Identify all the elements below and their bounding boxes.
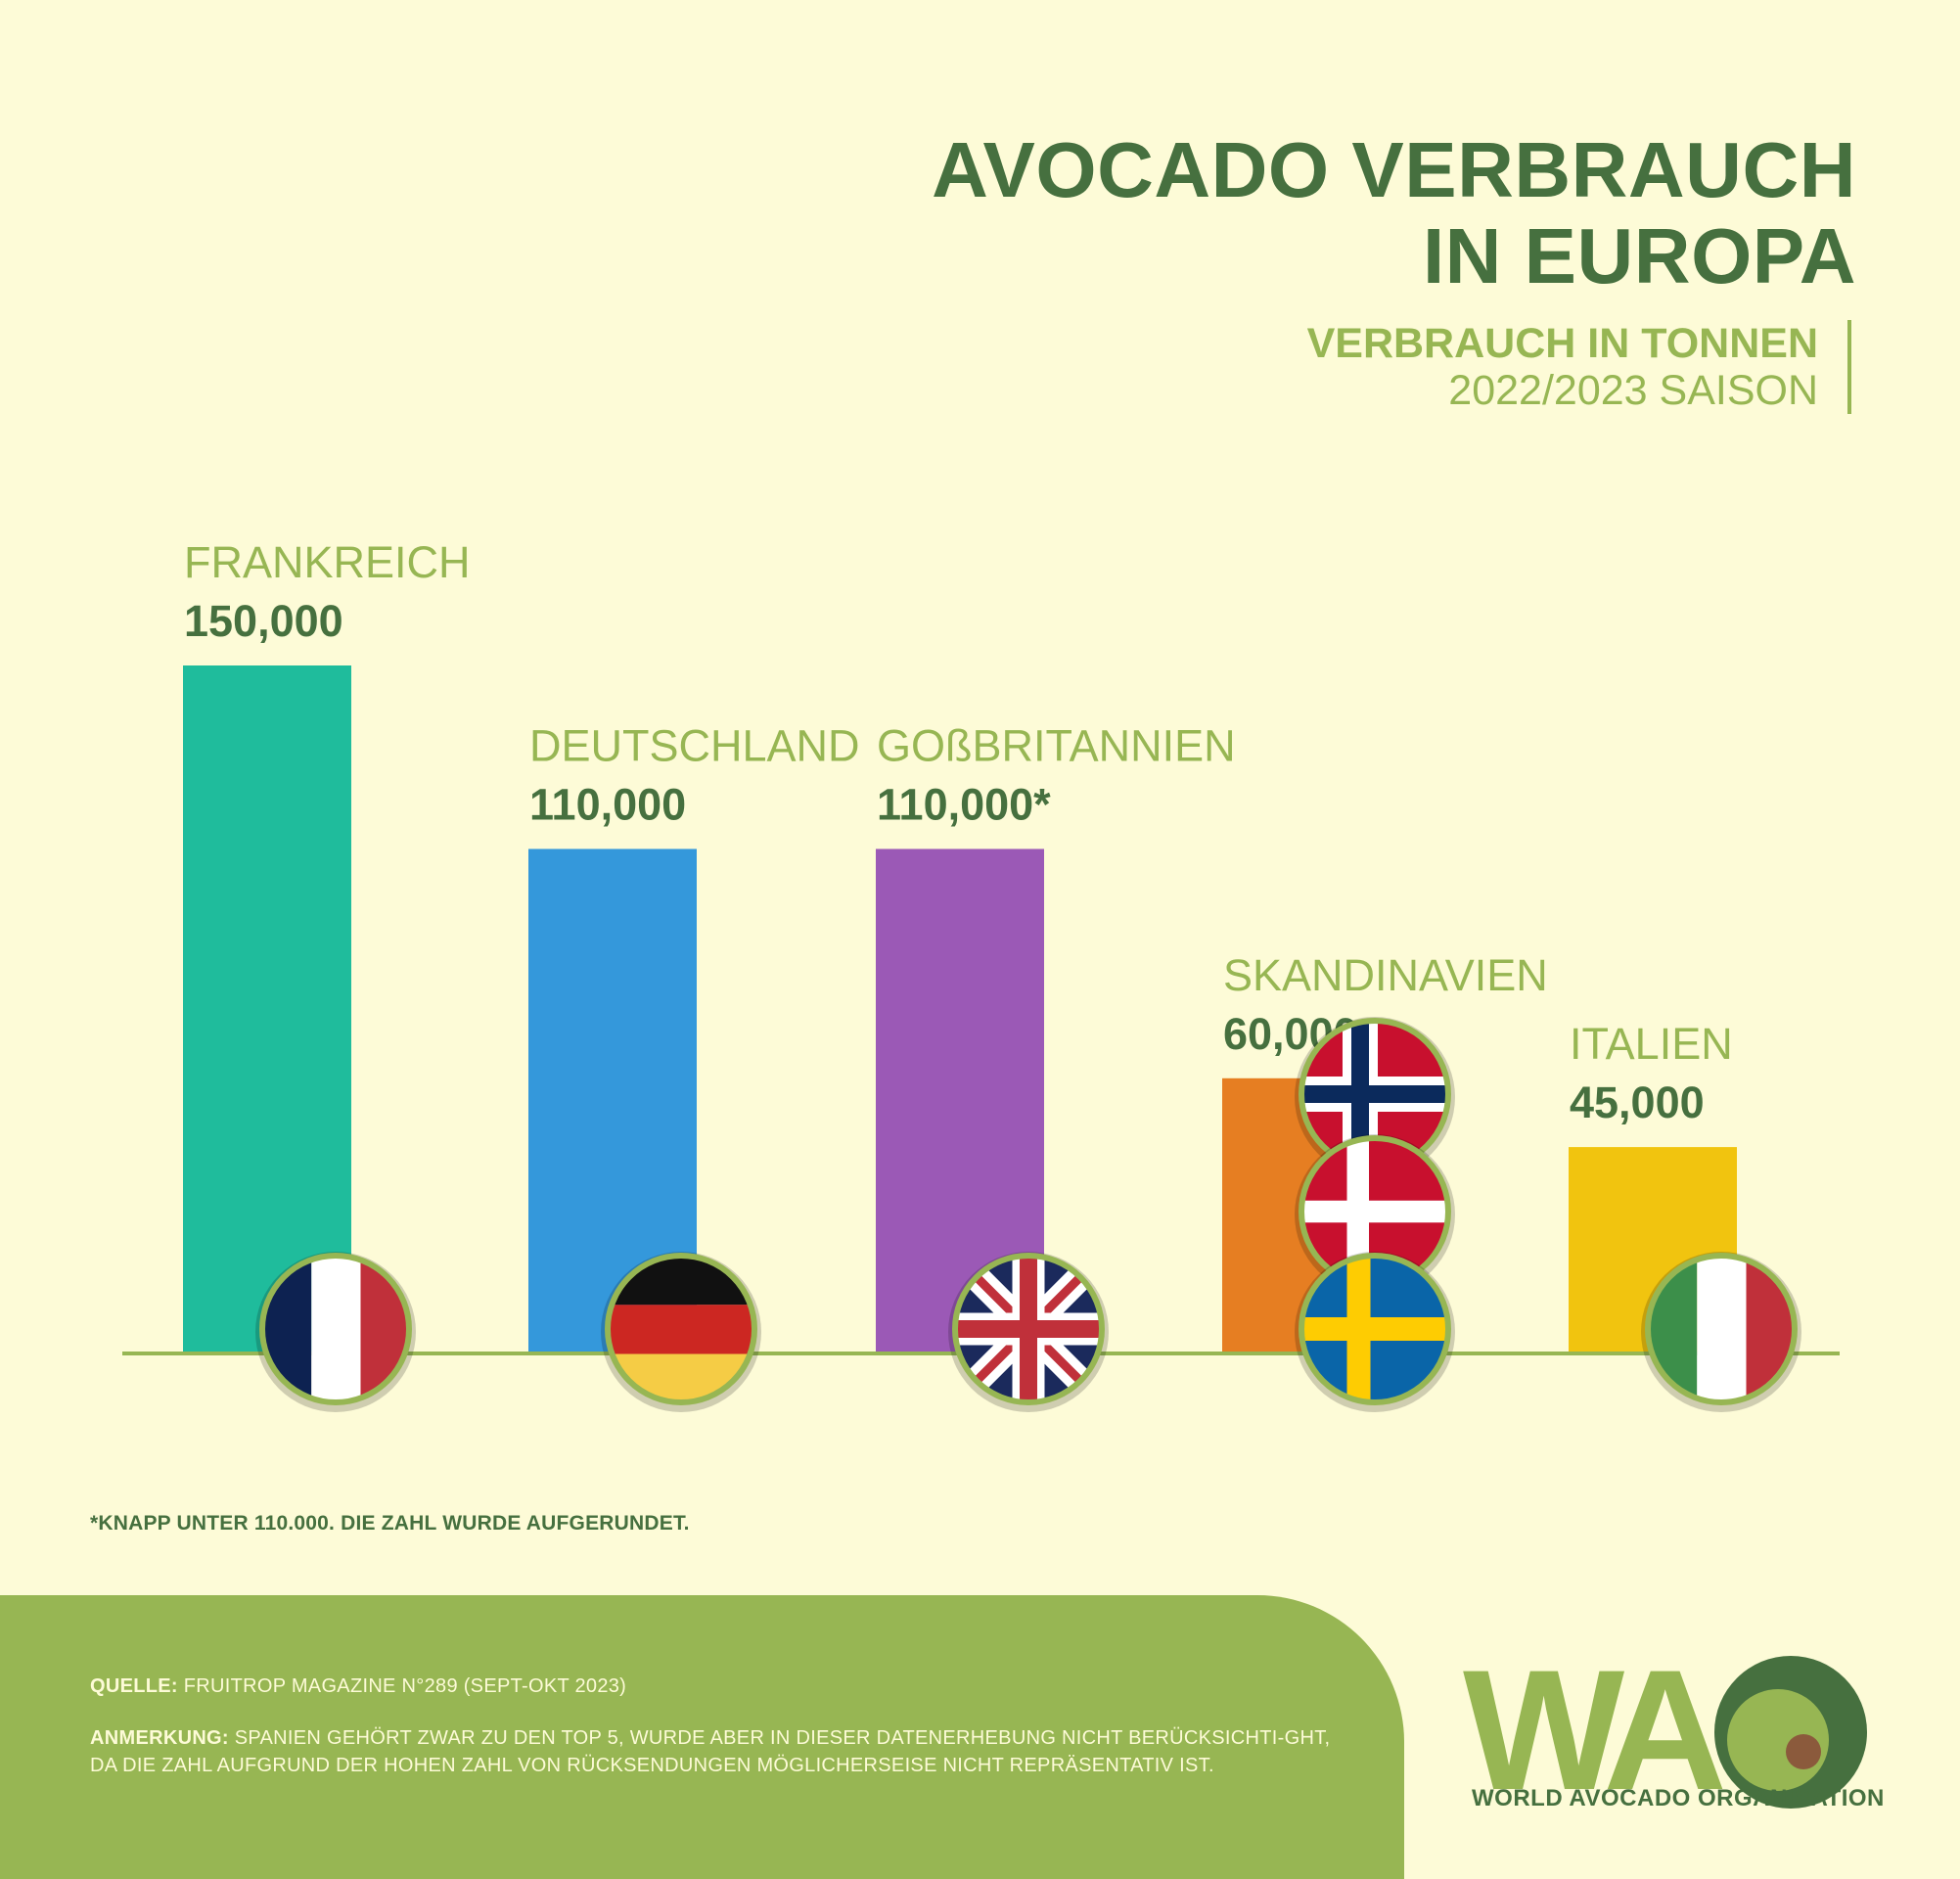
- denmark-flag-icon: [1295, 1134, 1455, 1295]
- organisation-name: WORLD AVOCADO ORGANISATION: [1472, 1785, 1885, 1811]
- category-label: DEUTSCHLAND: [529, 720, 860, 770]
- logo-wa: WA: [1463, 1642, 1723, 1818]
- season-label: 2022/2023 SAISON: [1448, 367, 1818, 414]
- source-text: FRUITROP MAGAZINE N°289 (SEPT-OKT 2023): [177, 1675, 627, 1697]
- france-flag-icon: [255, 1252, 416, 1412]
- category-label: SKANDINAVIEN: [1223, 950, 1548, 1000]
- title-line-1: AVOCADO VERBRAUCH: [932, 126, 1856, 213]
- uk-flag-icon: [948, 1252, 1109, 1412]
- note-text: SPANIEN GEHÖRT ZWAR ZU DEN TOP 5, WURDE …: [90, 1727, 1331, 1776]
- unit-label: VERBRAUCH IN TONNEN: [1306, 320, 1818, 367]
- italy-flag-icon: [1641, 1252, 1801, 1412]
- subtitle-block: VERBRAUCH IN TONNEN 2022/2023 SAISON: [1307, 320, 1851, 414]
- wao-logo: WA: [1463, 1642, 1867, 1818]
- category-label: FRANKREICH: [184, 537, 471, 587]
- title-line-2: IN EUROPA: [1422, 212, 1856, 299]
- note-line: ANMERKUNG: SPANIEN GEHÖRT ZWAR ZU DEN TO…: [90, 1724, 1362, 1779]
- avocado-seed-icon: [1786, 1734, 1821, 1769]
- value-label: 110,000: [529, 779, 686, 829]
- bar-chart: 150,000 FRANKREICH 110,000 DEUTSCHLAND 110,0…: [122, 537, 1840, 1412]
- sweden-flag-icon: [1295, 1252, 1455, 1412]
- value-label: 150,000: [184, 596, 343, 646]
- bar-frankreich: [183, 665, 351, 1353]
- norway-flag-icon: [1295, 1017, 1455, 1177]
- germany-flag-icon: [601, 1252, 761, 1412]
- footer-band: QUELLE: FRUITROP MAGAZINE N°289 (SEPT-OK…: [0, 1595, 1404, 1879]
- category-label: GOßBRITANNIEN: [877, 720, 1236, 770]
- source-line: QUELLE: FRUITROP MAGAZINE N°289 (SEPT-OK…: [90, 1675, 626, 1698]
- source-label: QUELLE:: [90, 1675, 178, 1697]
- note-label: ANMERKUNG:: [90, 1727, 229, 1749]
- category-label: ITALIEN: [1570, 1019, 1733, 1069]
- value-label: 110,000*: [877, 779, 1051, 829]
- footnote: *KNAPP UNTER 110.000. DIE ZAHL WURDE AUF…: [90, 1512, 690, 1535]
- value-label: 45,000: [1570, 1077, 1705, 1127]
- page-title: AVOCADO VERBRAUCH IN EUROPA: [932, 127, 1856, 299]
